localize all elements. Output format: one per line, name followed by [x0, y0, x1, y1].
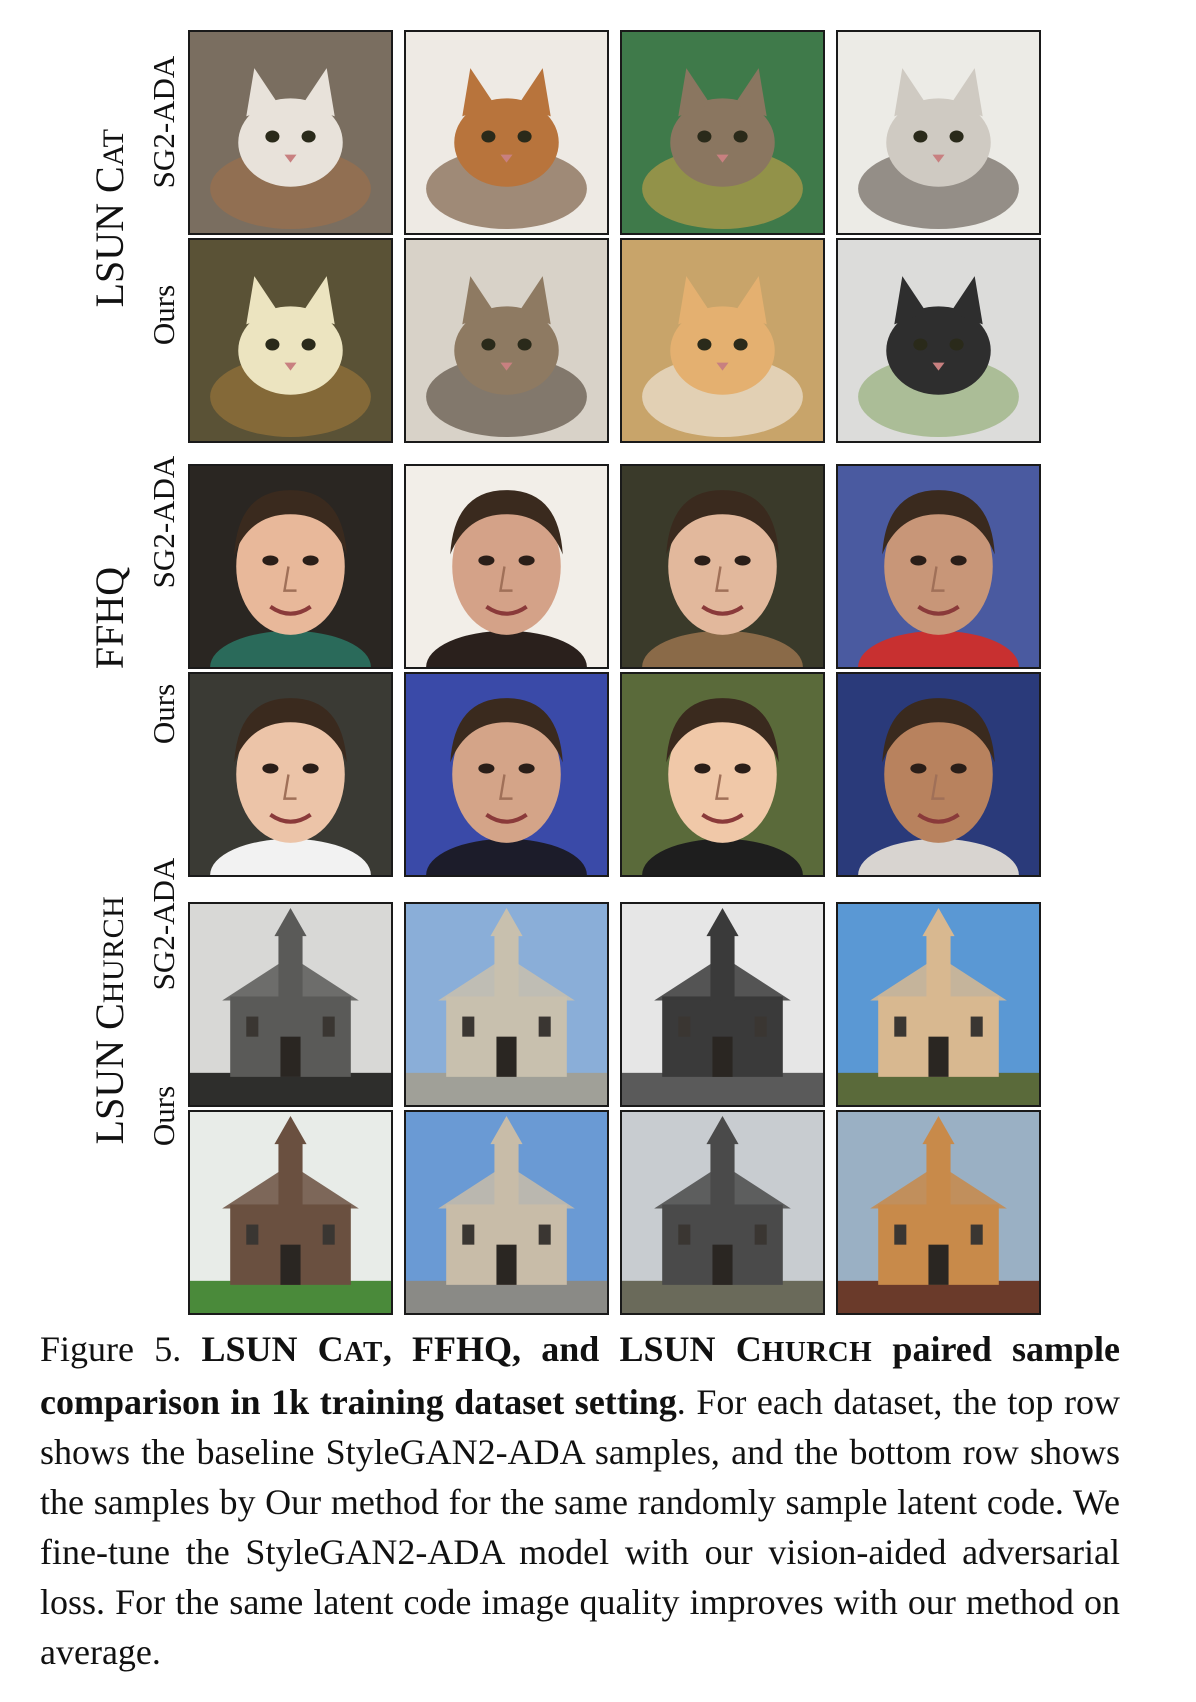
face-sample-image	[620, 672, 825, 877]
cat-sample-image	[836, 238, 1041, 443]
church-sample-image	[404, 902, 609, 1107]
cat-sample-image	[188, 30, 393, 235]
church-sample-image	[836, 902, 1041, 1107]
face-sample-image	[188, 672, 393, 877]
face-sample-image	[836, 672, 1041, 877]
church-sample-image	[404, 1110, 609, 1315]
cat-sample-image	[188, 238, 393, 443]
cat-sample-image	[620, 30, 825, 235]
group-label-lsun-cat: LSUN CAT	[87, 128, 132, 308]
face-sample-image	[404, 672, 609, 877]
row-label: SG2-ADA	[146, 857, 181, 991]
row-label: Ours	[146, 683, 181, 745]
church-sample-image	[188, 902, 393, 1107]
face-sample-image	[404, 464, 609, 669]
caption-body: . For each dataset, the top row shows th…	[40, 1382, 1120, 1672]
figure-label: Figure 5.	[40, 1329, 182, 1369]
row-label: SG2-ADA	[146, 455, 181, 589]
church-sample-image	[620, 1110, 825, 1315]
cat-sample-image	[836, 30, 1041, 235]
face-sample-image	[836, 464, 1041, 669]
group-label-lsun-church: LSUN CHURCH	[87, 895, 132, 1145]
face-sample-image	[188, 464, 393, 669]
row-label: SG2-ADA	[146, 55, 181, 189]
cat-sample-image	[404, 30, 609, 235]
figure-caption: Figure 5. LSUN CAT, FFHQ, and LSUN CHURC…	[40, 1329, 1121, 1672]
church-sample-image	[836, 1110, 1041, 1315]
cat-sample-image	[404, 238, 609, 443]
row-label: Ours	[146, 1085, 181, 1147]
church-sample-image	[620, 902, 825, 1107]
row-label: Ours	[146, 284, 181, 346]
cat-sample-image	[620, 238, 825, 443]
face-sample-image	[620, 464, 825, 669]
church-sample-image	[188, 1110, 393, 1315]
group-label-ffhq: FFHQ	[87, 566, 132, 670]
